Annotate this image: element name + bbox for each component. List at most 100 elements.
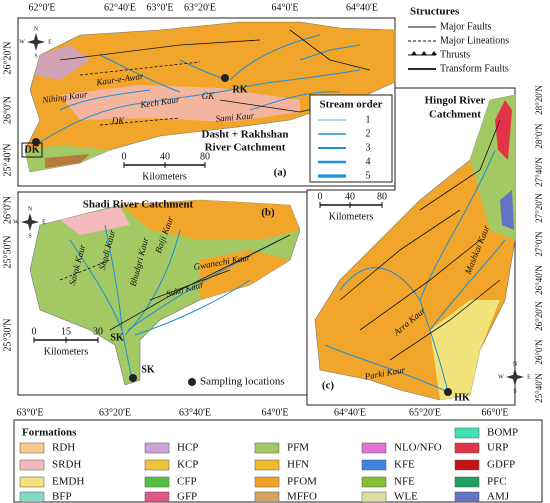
legend-item: 2 [366,128,371,139]
latitude-label: 26°0'N [534,339,544,365]
streams-c [324,149,506,393]
compass-letter: E [42,219,46,225]
sampling-location [221,74,229,82]
formation-swatch [144,459,170,471]
formation-swatch [254,491,280,503]
scale-label: 40 [160,151,170,162]
latitude-label: 25°40'N [2,143,13,176]
formation-zone [35,45,90,80]
formation-code: NFE [394,476,415,488]
faults-c [339,119,501,361]
formation-swatch [19,491,45,503]
longitude-label: 64°0'E [262,407,289,418]
compass-rose [21,213,39,231]
compass-letter: E [527,374,531,380]
formation-code: SRDH [52,459,81,471]
latitude-label: 25°30'N [2,318,13,351]
formation-zone [430,300,500,400]
formation-code: GDFP [487,459,515,471]
latitude-label: 25°50'N [2,235,13,268]
panel-title: Dasht + Rakhshan [202,129,289,141]
catchment-b [29,199,301,386]
compass-letter: W [19,39,25,45]
formation-zone [495,100,512,160]
formation-code: HCP [177,442,198,454]
place-label: GK [202,91,215,101]
compass-letter: W [13,219,19,225]
compass-letter: E [48,39,52,45]
scale-label: 15 [61,326,71,337]
formation-code: BFP [52,491,72,503]
formation-code: EMDH [52,476,84,488]
formation-swatch [454,459,480,471]
formation-code: KCP [177,459,198,471]
legend-title: Structures [410,6,460,18]
latitude-label: 26°20'N [534,301,544,331]
latitude-label: 26°0'N [2,196,13,224]
formation-code: PFM [287,442,309,454]
formation-zone [60,206,130,235]
longitude-label: 63°20'E [184,2,216,13]
longitude-label: 63°0'E [147,2,174,13]
legend-item: 5 [366,170,371,181]
compass-rose [27,33,45,51]
formation-code: PFC [487,476,507,488]
place-label: DK [25,144,40,155]
place-label: HK [454,392,470,403]
formation-zone [200,250,290,300]
sampling-location [129,374,137,382]
sampling-location [444,388,452,396]
formation-swatch [361,491,387,503]
panel-title: Catchment [429,109,481,121]
formation-swatch [144,491,170,503]
latitude-label: 28°20'N [534,85,544,115]
panel-label: (a) [274,167,287,179]
longitude-label: 64°0'E [272,2,299,13]
panel-title: Hingol River [425,95,486,107]
formation-code: WLE [394,491,418,503]
formation-swatch [144,442,170,454]
scale-label: 80 [377,191,387,202]
latitude-label: 27°20'N [534,193,544,223]
legend-item: 4 [366,156,371,167]
scale-label: 0 [122,151,127,162]
faults-a [59,29,371,126]
formation-code: BOMP [487,427,518,439]
latitude-label: 25°40'N [534,373,544,403]
scale-unit: Kilometers [44,346,89,357]
compass-letter: N [28,206,33,212]
formation-code: PFOM [287,476,317,488]
legend-item: 1 [366,114,371,125]
place-label: SK [141,364,155,375]
scale-label: 80 [200,151,210,162]
formation-swatch [454,442,480,454]
place-label: SK [110,332,124,343]
place-label: DK [111,116,125,126]
compass-letter: S [513,388,516,394]
formation-zone [120,200,300,240]
legend-title: Formations [22,427,77,439]
thrust-tooth [421,51,427,55]
scale-label: 0 [318,191,323,202]
legend-item: Transform Faults [440,63,509,74]
formation-code: NLO/NFO [394,442,442,454]
formation-code: KFE [394,459,415,471]
scale-label: 40 [345,191,355,202]
formation-swatch [19,442,45,454]
formation-zone [45,154,90,168]
scale-unit: Kilometers [329,211,374,222]
formation-swatch [144,476,170,488]
compass-rose [506,368,524,386]
panel-label: (b) [261,207,275,219]
panel-title: River Catchment [205,142,286,154]
thrust-tooth [411,51,417,55]
latitude-label: 28°0'N [534,123,544,149]
formation-swatch [254,442,280,454]
longitude-label: 63°20'E [99,407,131,418]
compass-letter: S [28,233,31,239]
place-label: RK [233,84,248,95]
formation-swatch [254,459,280,471]
formation-code: GFP [177,491,197,503]
latitude-label: 26°40'N [534,265,544,295]
